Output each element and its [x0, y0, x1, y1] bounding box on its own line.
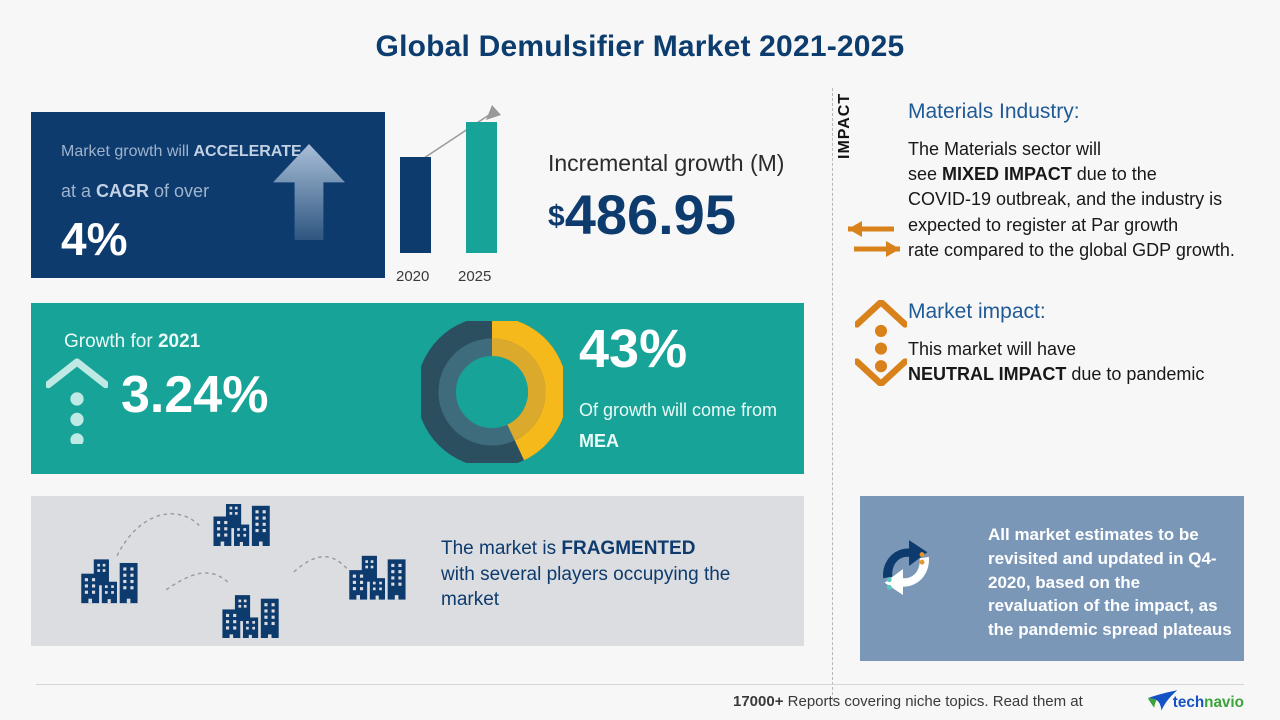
svg-text:technavio: technavio	[1173, 694, 1244, 711]
